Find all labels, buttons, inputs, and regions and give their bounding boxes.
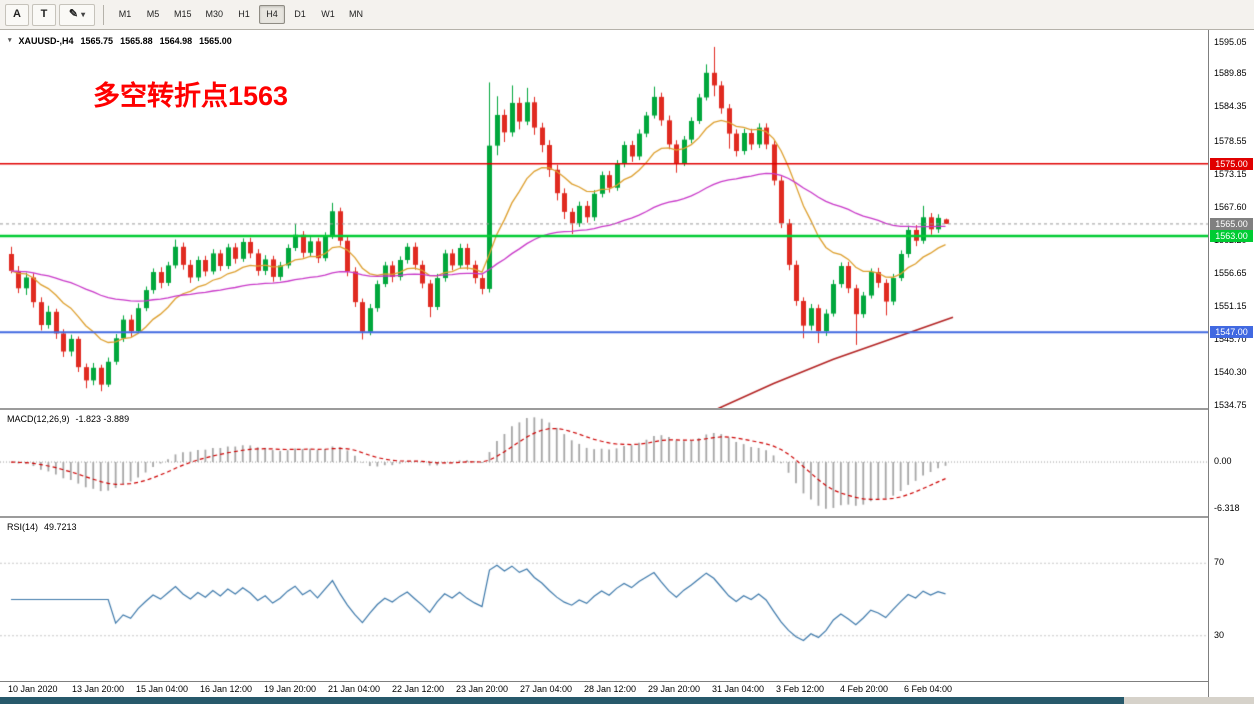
time-axis-border [0,681,1254,682]
tab-m15[interactable]: M15 [174,9,192,19]
time-axis-label: 22 Jan 12:00 [392,684,445,694]
price-axis-label: 1589.85 [1214,68,1247,79]
price-badge-pivot: 1563.00 [1210,229,1253,242]
price-axis-label: 1578.55 [1214,136,1247,147]
time-axis-label: 6 Feb 04:00 [904,684,953,694]
crayon-icon: ✎ [68,8,79,20]
ohlc-open: 1565.75 [80,36,114,46]
macd-axis-zero-label: 0.00 [1214,456,1232,467]
time-axis-label: 3 Feb 12:00 [776,684,825,694]
macd-canvas[interactable] [0,410,1208,516]
macd-label-group: MACD(12,26,9) -1.823 -3.889 [7,414,129,425]
price-axis: 1595.05 1589.85 1584.35 1578.55 1573.15 1567.… [1208,30,1254,697]
toolbar: A T ✎ ▾ M1 M5 M15 M30 H1 H4 D1 W1 MN [0,0,1254,30]
price-axis-label: 1584.35 [1214,101,1247,112]
rsi-value: 49.7213 [44,522,77,532]
macd-axis-min-label: -6.318 [1214,502,1240,513]
horizontal-scrollbar[interactable] [0,697,1254,704]
time-axis-label: 10 Jan 2020 [8,684,58,694]
rsi-label: RSI(14) [7,522,39,532]
price-axis-label: 1551.15 [1214,301,1247,312]
price-badge-support: 1547.00 [1210,326,1253,339]
tab-d1[interactable]: D1 [294,9,306,19]
tab-w1[interactable]: W1 [321,9,335,19]
chart-context-chevron-icon[interactable]: ▾ [8,37,12,45]
panel-separator[interactable] [0,516,1254,518]
price-axis-label: 1595.05 [1214,37,1247,47]
price-badge-resistance: 1575.00 [1210,157,1253,170]
symbol-timeframe-label: XAUUSD-,H4 [18,36,74,46]
price-axis-label: 1540.30 [1214,366,1247,377]
crayon-tool-button[interactable]: ✎ ▾ [59,3,95,26]
timeframe-group: M1 M5 M15 M30 H1 H4 D1 W1 MN [112,5,371,24]
macd-label: MACD(12,26,9) [7,414,70,424]
panel-separator[interactable] [0,408,1254,410]
price-chart-canvas[interactable] [0,30,1208,408]
ohlc-close: 1565.00 [199,36,232,46]
ohlc-high: 1565.88 [120,36,153,46]
price-axis-label: 1556.65 [1214,268,1247,279]
time-axis-label: 15 Jan 04:00 [136,684,189,694]
time-axis-label: 27 Jan 04:00 [520,684,573,694]
tab-h1[interactable]: H1 [238,9,250,19]
time-axis-label: 29 Jan 20:00 [648,684,701,694]
tab-m30[interactable]: M30 [205,9,224,19]
time-axis-label: 31 Jan 04:00 [712,684,765,694]
chart-title: ▾ XAUUSD-,H4 1565.75 1565.88 1564.98 156… [8,36,232,47]
price-axis-label: 1573.15 [1214,168,1247,179]
price-axis-label: 1567.60 [1214,202,1247,213]
scrollbar-thumb[interactable] [0,697,1124,704]
ohlc-low: 1564.98 [159,36,193,46]
tab-m5[interactable]: M5 [146,9,160,19]
tab-m1[interactable]: M1 [118,9,132,19]
annotation-text[interactable]: 多空转折点1563 [93,81,289,111]
tab-h4[interactable]: H4 [259,5,286,24]
price-axis-label: 1545.70 [1214,334,1247,345]
time-axis: 10 Jan 2020 13 Jan 20:00 15 Jan 04:00 16 Ja… [0,682,1208,697]
rsi-label-group: RSI(14) 49.7213 [7,522,77,533]
chevron-down-icon: ▾ [81,9,86,19]
rsi-axis-level-label: 70 [1214,557,1225,568]
time-axis-label: 19 Jan 20:00 [264,684,317,694]
price-axis-label: 1534.75 [1214,400,1247,410]
time-axis-label: 4 Feb 20:00 [840,684,889,694]
price-badge-current: 1565.00 [1210,217,1253,230]
rsi-canvas[interactable] [0,518,1208,681]
time-axis-label: 28 Jan 12:00 [584,684,637,694]
text-tool-button[interactable]: T [32,3,56,26]
toolbar-separator [103,4,104,25]
time-axis-label: 16 Jan 12:00 [200,684,253,694]
time-axis-label: 23 Jan 20:00 [456,684,509,694]
time-axis-label: 21 Jan 04:00 [328,684,381,694]
rsi-axis-level-label: 30 [1214,629,1225,640]
tab-mn[interactable]: MN [349,9,364,19]
macd-values: -1.823 -3.889 [75,414,130,424]
arrow-tool-button[interactable]: A [5,3,29,26]
time-axis-label: 13 Jan 20:00 [72,684,125,694]
